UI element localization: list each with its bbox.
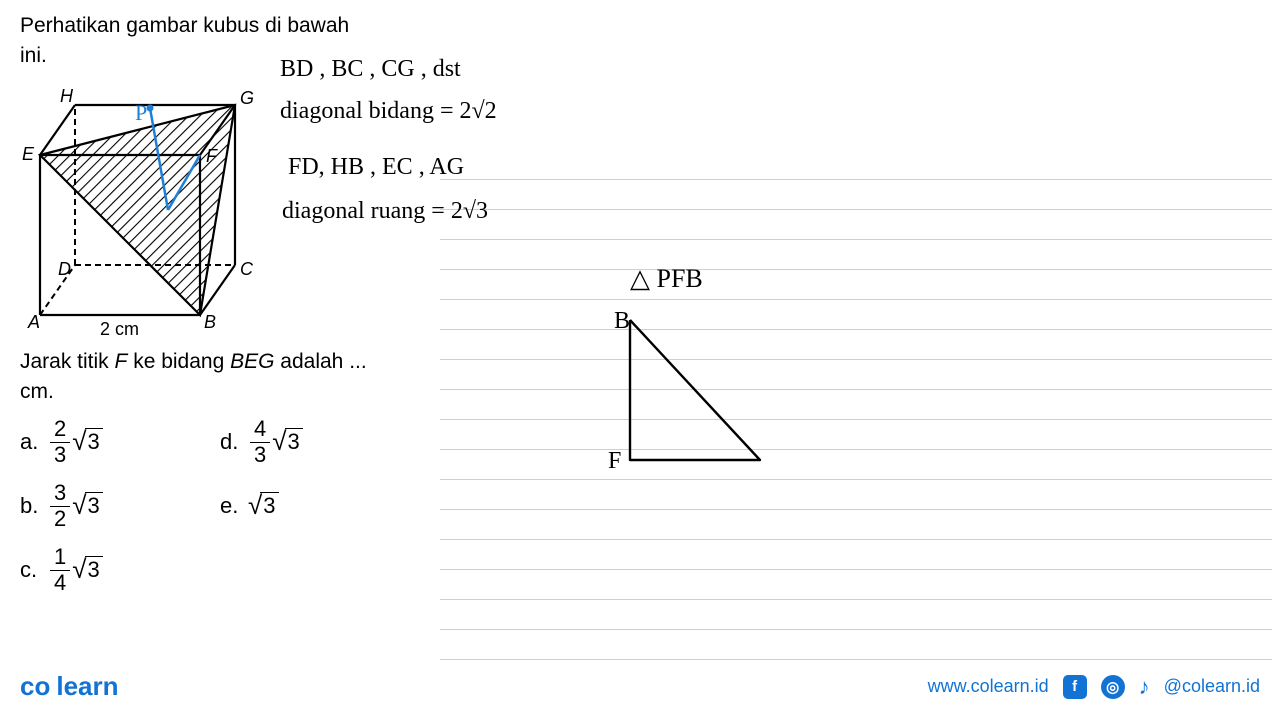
ruled-line — [440, 570, 1272, 600]
ruled-line — [440, 180, 1272, 210]
label-G: G — [240, 88, 254, 108]
ruled-line — [440, 510, 1272, 540]
ruled-line — [440, 150, 1272, 180]
ruled-line — [440, 240, 1272, 270]
footer-url: www.colearn.id — [928, 676, 1049, 697]
option-e: e. √3 — [220, 492, 279, 519]
ruled-line — [440, 540, 1272, 570]
footer-handle: @colearn.id — [1164, 676, 1260, 697]
option-b: b. 32 √3 — [20, 481, 220, 530]
tiktok-icon: ♪ — [1139, 674, 1150, 700]
question-line: Jarak titik F ke bidang BEG adalah ... — [20, 350, 367, 374]
label-H: H — [60, 86, 74, 106]
hw-diag-ruang: diagonal ruang = 2√3 — [282, 198, 488, 225]
edge-length: 2 cm — [100, 319, 139, 339]
ruled-line — [440, 210, 1272, 240]
instagram-icon: ◎ — [1101, 675, 1125, 699]
ruled-line — [440, 630, 1272, 660]
tri-F: F — [608, 448, 621, 475]
brand-co: co — [20, 671, 50, 701]
ruled-line — [440, 390, 1272, 420]
label-E: E — [22, 144, 35, 164]
q-part1: Jarak titik — [20, 350, 115, 373]
option-d: d. 43 √3 — [220, 417, 303, 466]
cube-diagram: A B C D E F G H P 2 cm — [20, 80, 240, 330]
ruled-line — [440, 270, 1272, 300]
label-B: B — [204, 312, 216, 332]
question-unit: cm. — [20, 380, 54, 404]
footer-right: www.colearn.id f ◎ ♪ @colearn.id — [928, 674, 1260, 700]
ruled-line — [440, 300, 1272, 330]
problem-line2: ini. — [20, 44, 47, 68]
brand-logo: colearn — [20, 671, 119, 702]
hw-bd-line: BD , BC , CG , dst — [280, 56, 461, 83]
facebook-icon: f — [1063, 675, 1087, 699]
ruled-line — [440, 360, 1272, 390]
tri-B: B — [614, 308, 630, 335]
triangle-sketch: △ PFB B F — [600, 300, 820, 505]
ruled-line — [440, 420, 1272, 450]
footer: colearn www.colearn.id f ◎ ♪ @colearn.id — [20, 671, 1260, 702]
triangle-icon: △ — [630, 264, 650, 293]
ruled-line — [440, 450, 1272, 480]
options: a. 23 √3 d. 43 √3 b. 32 √3 e. √3 c. — [20, 410, 303, 602]
option-a: a. 23 √3 — [20, 417, 220, 466]
brand-learn: learn — [56, 671, 118, 701]
label-D: D — [58, 259, 71, 279]
label-F: F — [206, 146, 218, 166]
problem-line1: Perhatikan gambar kubus di bawah — [20, 14, 349, 38]
page: Perhatikan gambar kubus di bawah ini. — [0, 0, 1280, 720]
ruled-line — [440, 600, 1272, 630]
q-BEG: BEG — [230, 350, 274, 373]
q-part3: adalah ... — [274, 350, 366, 373]
option-c: c. 14 √3 — [20, 545, 103, 594]
ruled-line — [440, 330, 1272, 360]
tri-label: △ PFB — [630, 264, 703, 294]
q-F: F — [115, 350, 128, 373]
label-A: A — [27, 312, 40, 332]
q-part2: ke bidang — [127, 350, 230, 373]
label-P: P — [135, 100, 147, 125]
label-C: C — [240, 259, 254, 279]
hw-fd-line: FD, HB , EC , AG — [288, 154, 464, 181]
hw-diag-bidang: diagonal bidang = 2√2 — [280, 98, 497, 125]
ruled-line — [440, 480, 1272, 510]
